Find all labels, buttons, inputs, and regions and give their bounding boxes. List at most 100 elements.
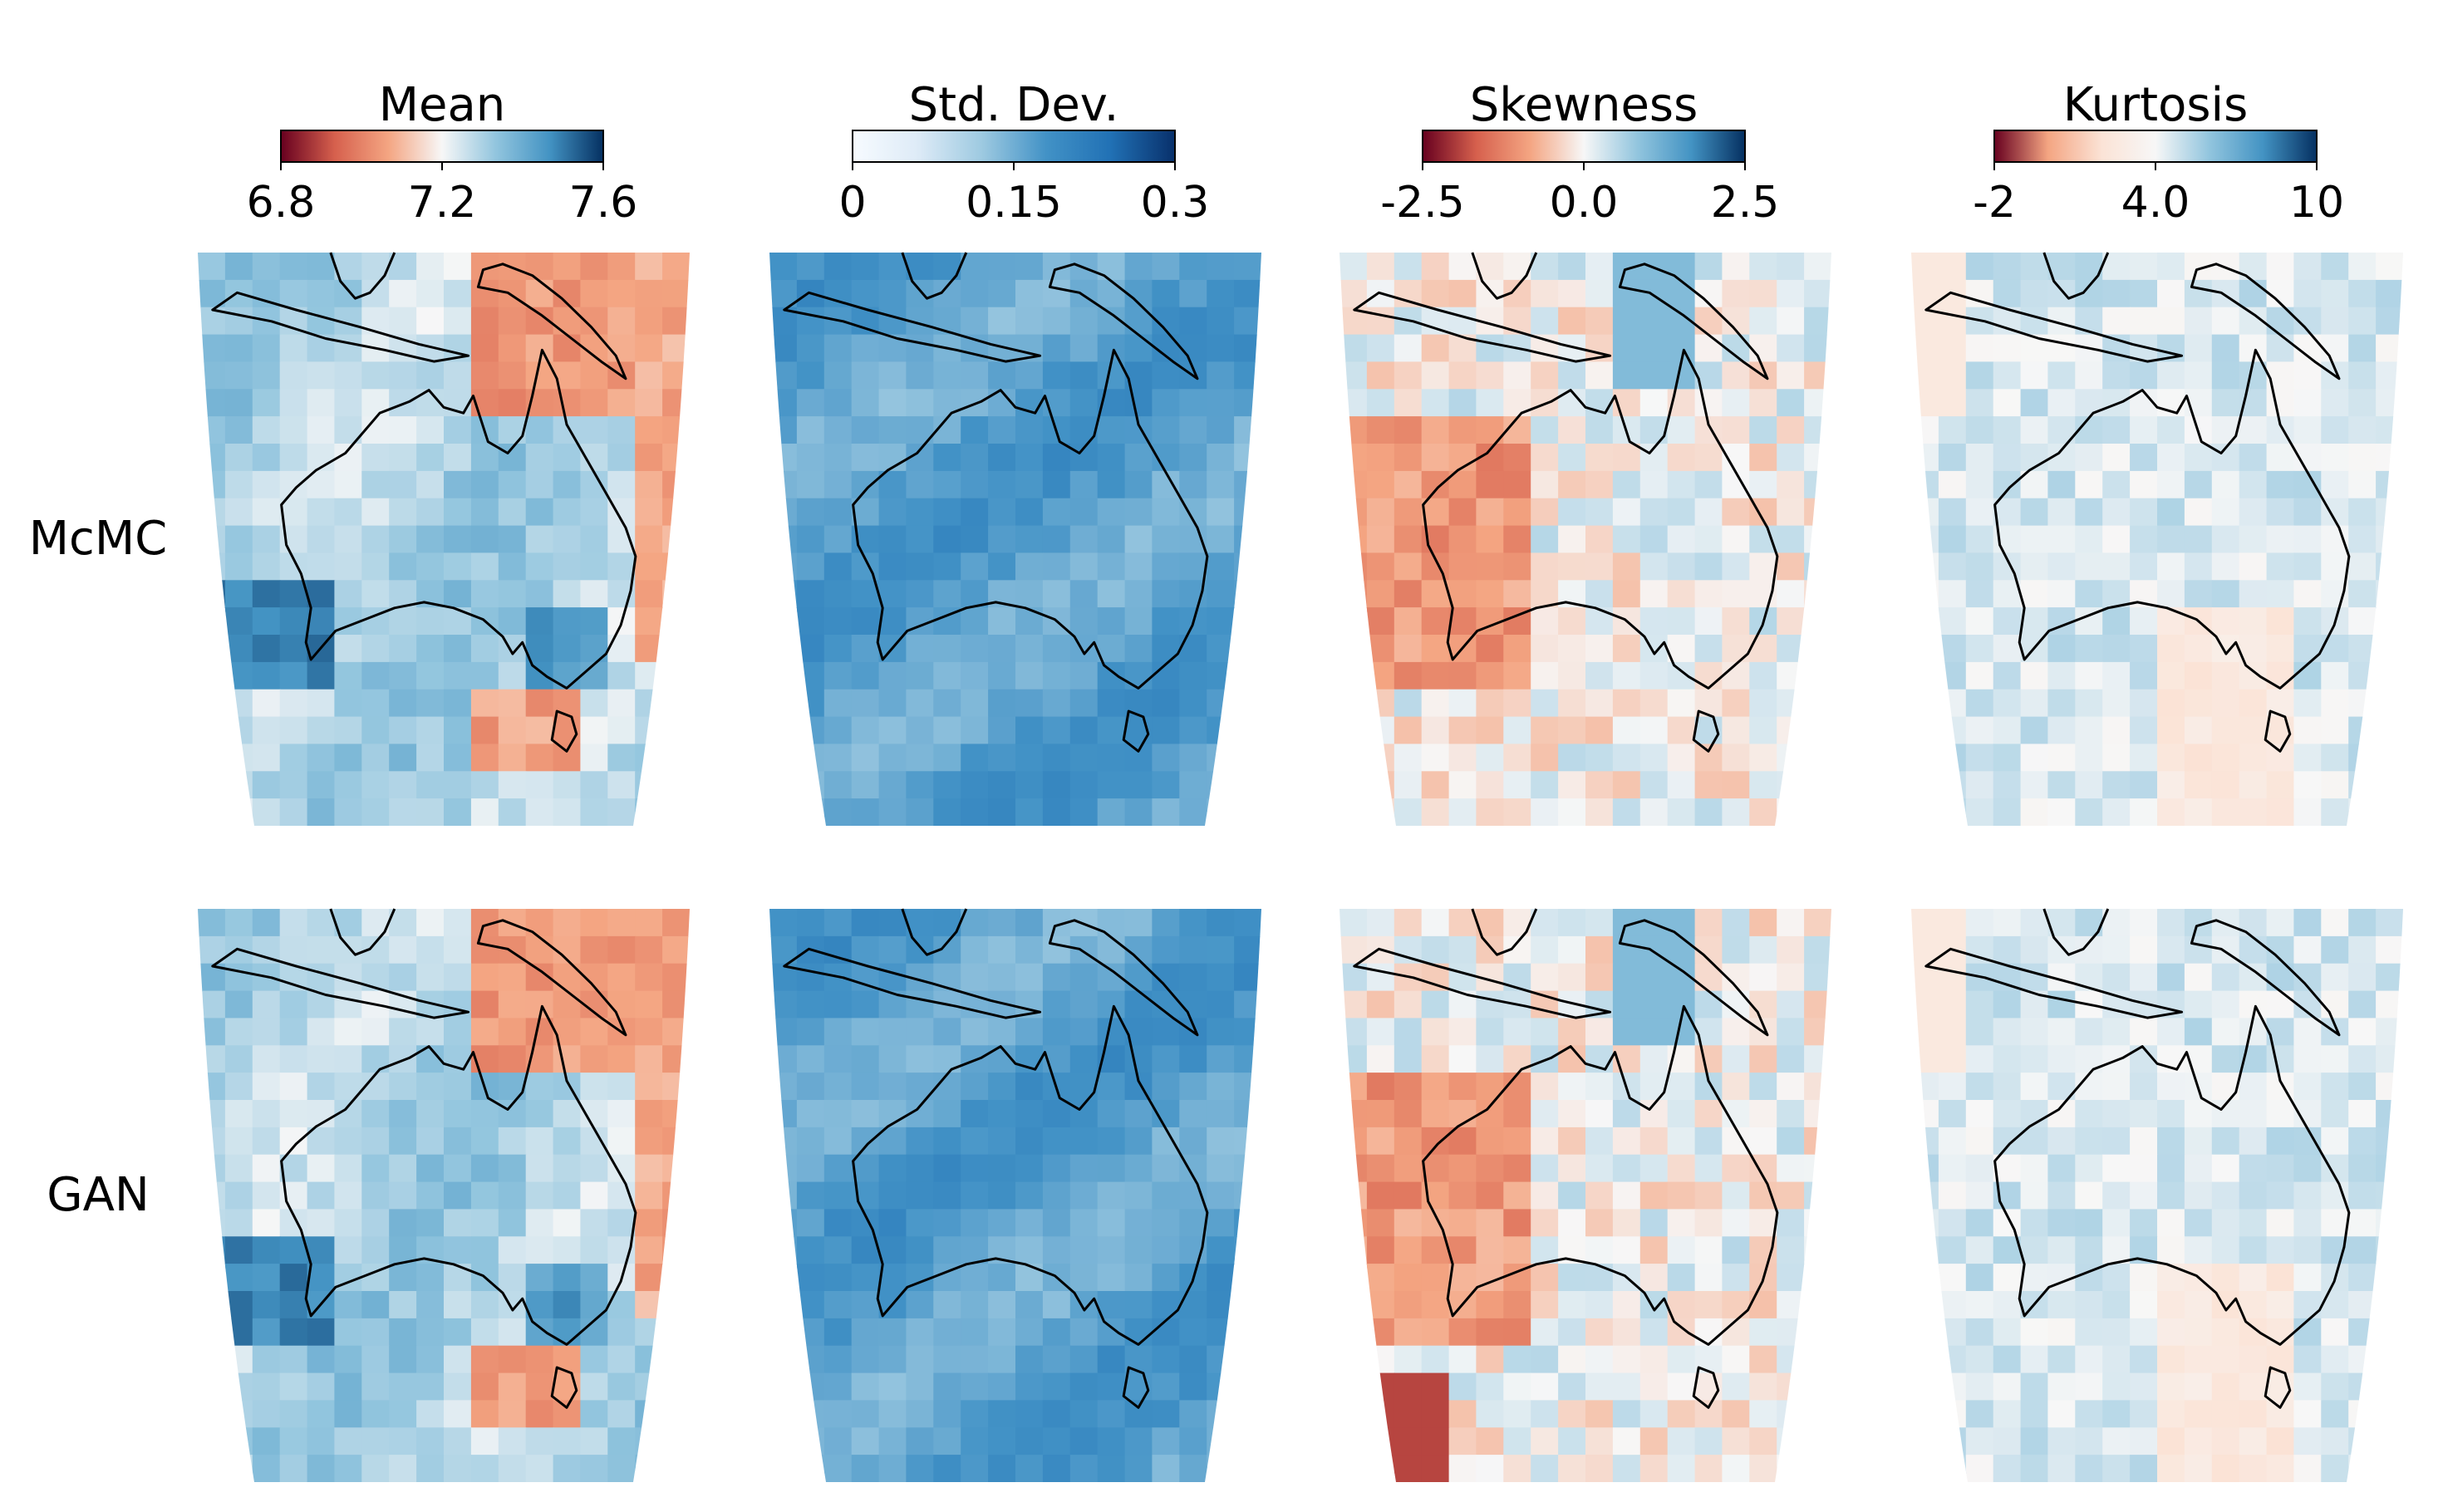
colorbar-tick-label: -2 [1973,178,2016,228]
colorbar-gradient [1422,130,1746,163]
field-cell [498,416,527,444]
field-cell [307,1372,336,1402]
field-cell [1124,1455,1153,1482]
field-cell [2047,498,2077,527]
field-cell [878,909,907,937]
field-cell [416,1127,445,1156]
coastline [211,252,637,753]
field-cell [2184,963,2213,992]
field-cell [1749,963,1777,992]
field-cell [769,1455,798,1482]
field-cell [878,525,907,554]
map-panel-gan-2 [769,908,1261,1482]
field-cell [1911,1264,1939,1292]
field-cell [662,716,690,745]
field-cell [470,580,499,608]
field-cell [498,963,527,992]
field-cell [361,1181,390,1210]
field-cell [1394,635,1423,663]
field-cell [1339,498,1368,527]
field-cell [1558,661,1586,690]
field-cell [1612,444,1641,472]
field-cell [2102,607,2131,636]
field-cell [2184,1100,2213,1128]
field-cell [1749,909,1777,937]
field-cell [1339,1372,1368,1402]
field-cell [2130,607,2158,636]
field-cell [334,1018,363,1047]
field-cell [1448,1455,1477,1482]
field-cell [1531,1127,1559,1156]
field-cell [1097,1427,1126,1456]
field-cell [2130,1291,2158,1319]
field-cell [361,1127,390,1156]
field-cell [1476,716,1505,745]
field-cell [525,1073,554,1101]
field-cell [2157,279,2185,308]
field-cell [1749,1318,1777,1347]
field-cell [1722,1291,1751,1319]
field-cell [1503,798,1531,826]
field-cell [1749,307,1777,336]
field-cell [307,909,336,937]
field-cell [796,1018,825,1047]
field-cell [988,1127,1016,1156]
field [198,909,690,1482]
field-cell [823,389,853,417]
field-cell [2239,580,2268,608]
field-cell [1749,389,1777,417]
field-cell [498,744,527,773]
field-cell [1938,1400,1967,1429]
field-cell [224,444,253,472]
field-cell [1777,1154,1805,1183]
field-cell [2130,1372,2158,1402]
field-cell [1234,361,1261,390]
field-cell [2020,1236,2049,1264]
field-cell [1585,771,1614,799]
field-cell [1394,661,1423,690]
field-cell [1394,1372,1423,1402]
field-cell [1558,1018,1586,1047]
field-cell [498,661,527,690]
field-cell [769,444,798,472]
field-cell [1993,279,2022,308]
map-panel-mcmc-3 [1339,252,1831,826]
field-cell [1069,1264,1099,1292]
field-cell [580,1455,609,1482]
field-cell [1694,1127,1723,1156]
field-cell [1421,416,1450,444]
field-cell [307,1427,336,1456]
field-cell [1639,1427,1669,1456]
field-cell [635,1154,663,1183]
field-cell [198,1345,226,1374]
field-cell [2130,1018,2158,1047]
field-cell [2102,416,2131,444]
field-cell [1531,552,1559,582]
field-cell [796,334,825,363]
field-cell [1612,1455,1641,1482]
field-cell [635,1264,663,1292]
field-cell [525,1400,554,1429]
field-cell [769,635,798,663]
field-cell [580,253,609,281]
field-cell [635,1209,663,1238]
field-cell [635,635,663,663]
field-cell [2266,1291,2295,1319]
field-cell [1476,1236,1505,1264]
field-cell [1938,1073,1967,1101]
field-cell [2102,1181,2131,1210]
field-cell [1585,744,1614,773]
colorbar-title: Skewness [1470,78,1698,132]
field-cell [252,689,281,718]
field-cell [1015,963,1044,992]
field-cell [878,470,907,499]
field-cell [553,798,582,826]
field-cell [1069,771,1099,799]
field-cell [961,361,989,390]
field-cell [851,334,880,363]
field-cell [1421,1073,1450,1101]
field-cell [1366,635,1395,663]
field-cell [635,1372,663,1402]
field-cell [1476,935,1505,965]
